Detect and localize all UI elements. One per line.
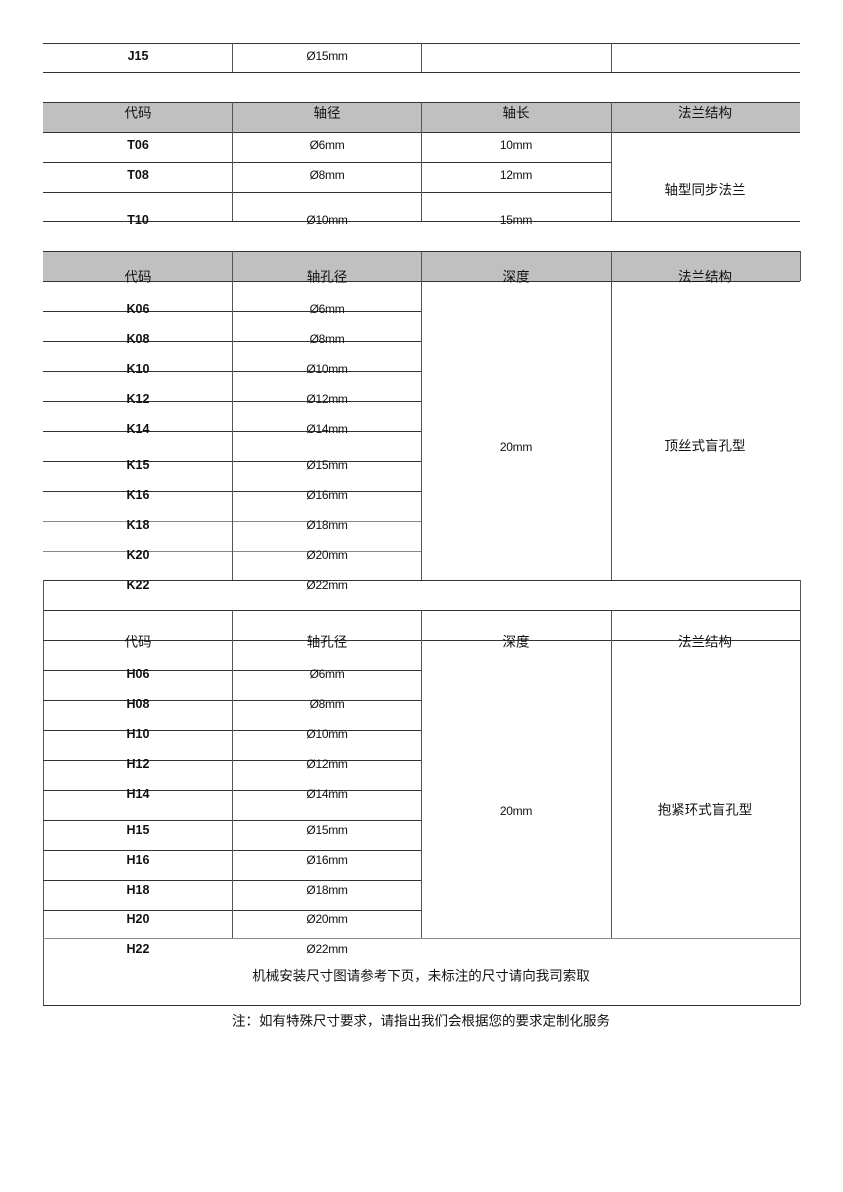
diameter-cell: Ø8mm [309,697,345,711]
diameter-cell: Ø6mm [309,138,345,152]
code-cell: K20 [126,547,150,562]
code-cell: H22 [126,941,150,956]
diameter-cell: Ø15mm [306,823,348,837]
column-header: 代码 [124,105,152,122]
diameter-cell: Ø10mm [306,727,348,741]
column-divider [611,43,612,72]
depth-cell: 20mm [499,440,533,454]
code-cell: T10 [127,212,149,227]
diameter-cell: Ø12mm [306,392,348,406]
column-header: 法兰结构 [678,634,732,651]
column-header: 法兰结构 [678,269,732,286]
depth-cell: 20mm [499,804,533,818]
diameter-cell: Ø8mm [309,332,345,346]
diameter-cell: Ø18mm [306,883,348,897]
structure-cell: 轴型同步法兰 [664,182,746,199]
column-divider [611,610,612,938]
diameter-cell: Ø20mm [306,548,348,562]
row-divider [43,221,800,222]
row-divider [43,580,800,581]
diameter-cell: Ø22mm [306,942,348,956]
code-cell: H15 [126,822,150,837]
column-header: 轴孔径 [306,634,348,651]
column-header: 轴长 [502,105,530,122]
diameter-cell: Ø15mm [306,458,348,472]
row-divider [43,938,800,939]
column-divider [232,43,233,72]
structure-cell: 抱紧环式盲孔型 [657,802,753,819]
diameter-cell: Ø16mm [306,488,348,502]
column-header: 代码 [124,634,152,651]
length-cell: 15mm [499,213,533,227]
column-divider [421,251,422,580]
row-divider [43,192,611,193]
custom-size-note: 注：如有特殊尺寸要求，请指出我们会根据您的要求定制化服务 [232,1013,610,1030]
column-divider [800,580,801,1005]
diameter-cell: Ø10mm [306,213,348,227]
structure-cell: 顶丝式盲孔型 [664,438,746,455]
code-cell: K08 [126,331,150,346]
column-header: 轴径 [313,105,341,122]
code-cell: H18 [126,882,150,897]
length-cell: 10mm [499,138,533,152]
code-cell: H08 [126,696,150,711]
column-header: 深度 [502,269,530,286]
length-cell: 12mm [499,168,533,182]
diameter-cell: Ø8mm [309,168,345,182]
diameter-cell: Ø15mm [306,49,348,63]
code-cell: H16 [126,852,150,867]
code-cell: J15 [127,48,149,63]
code-cell: K10 [126,361,150,376]
column-divider [421,43,422,72]
row-divider [43,72,800,73]
diameter-cell: Ø14mm [306,787,348,801]
code-cell: H10 [126,726,150,741]
column-divider [611,251,612,580]
code-cell: K06 [126,301,150,316]
column-header: 法兰结构 [678,105,732,122]
code-cell: K15 [126,457,150,472]
diameter-cell: Ø20mm [306,912,348,926]
column-divider [800,251,801,281]
code-cell: K22 [126,577,150,592]
code-cell: K16 [126,487,150,502]
column-header: 轴孔径 [306,269,348,286]
diameter-cell: Ø22mm [306,578,348,592]
diameter-cell: Ø12mm [306,757,348,771]
column-divider [611,102,612,221]
diameter-cell: Ø16mm [306,853,348,867]
diameter-cell: Ø10mm [306,362,348,376]
column-divider [232,251,233,580]
diameter-cell: Ø18mm [306,518,348,532]
column-divider [43,580,44,1005]
code-cell: H06 [126,666,150,681]
row-divider [43,162,611,163]
code-cell: H20 [126,911,150,926]
code-cell: K12 [126,391,150,406]
code-cell: K14 [126,421,150,436]
diameter-cell: Ø6mm [309,667,345,681]
column-divider [421,102,422,221]
footer-text: 机械安装尺寸图请参考下页，未标注的尺寸请向我司索取 [252,968,590,985]
column-divider [232,102,233,221]
diameter-cell: Ø6mm [309,302,345,316]
column-header: 代码 [124,269,152,286]
code-cell: K18 [126,517,150,532]
row-divider [43,1005,800,1006]
column-divider [421,610,422,938]
code-cell: T06 [127,137,149,152]
code-cell: T08 [127,167,149,182]
code-cell: H14 [126,786,150,801]
column-divider [232,610,233,938]
diameter-cell: Ø14mm [306,422,348,436]
column-header: 深度 [502,634,530,651]
code-cell: H12 [126,756,150,771]
